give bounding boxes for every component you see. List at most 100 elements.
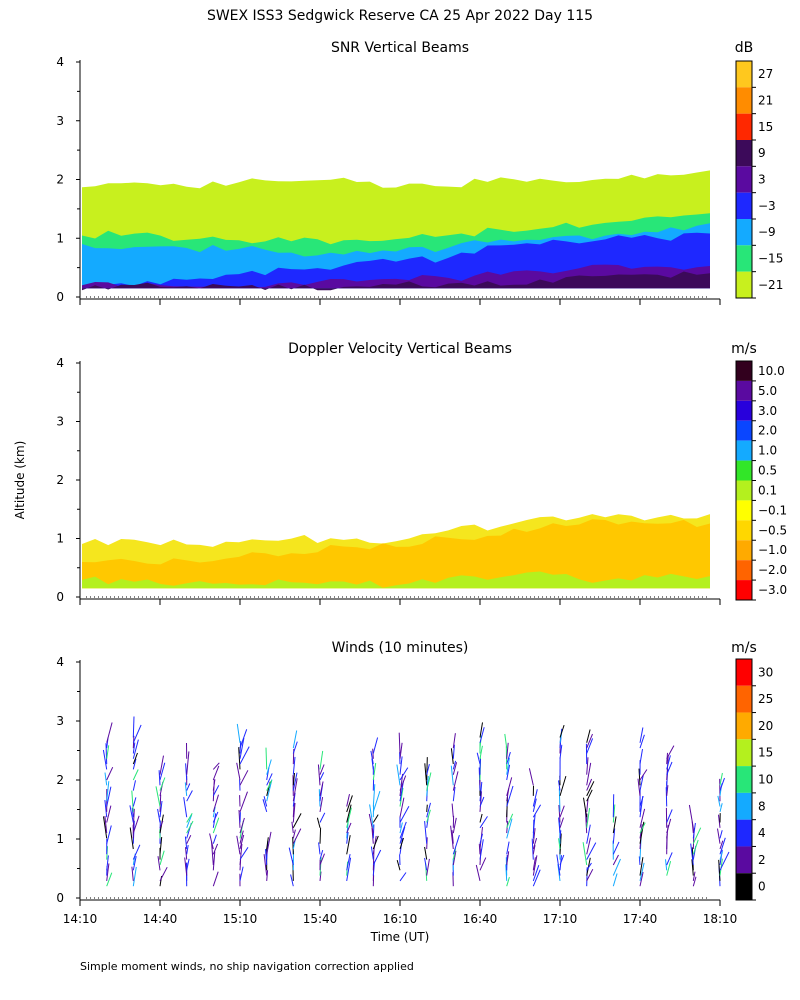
wind-barb: [398, 732, 401, 754]
wind-barb: [106, 863, 110, 881]
wind-barb: [106, 805, 112, 823]
wind-barb: [292, 741, 298, 754]
wind-barb: [159, 777, 166, 791]
wind-barb: [238, 747, 241, 770]
wind-barb: [239, 847, 249, 860]
wind-barb: [185, 847, 188, 860]
wind-barb: [184, 836, 188, 850]
y-tick-label: 1: [56, 532, 64, 546]
colorbar-swatch: [736, 61, 752, 88]
colorbar-swatch: [736, 361, 752, 381]
wind-barb: [104, 815, 108, 834]
wind-barb: [452, 834, 460, 855]
wind-barb: [479, 722, 483, 738]
wind-barb: [532, 857, 536, 871]
colorbar-swatch: [736, 380, 752, 401]
colorbar-swatch: [736, 140, 752, 167]
footnote: Simple moment winds, no ship navigation …: [80, 960, 414, 973]
time-tick-labels: 14:10 14:40 15:10 15:40 16:10 16:40 17:10 17:40…: [63, 912, 738, 926]
wind-barb: [532, 855, 538, 876]
wind-barb: [212, 762, 220, 770]
colorbar-swatch: [736, 846, 752, 874]
wind-barb: [292, 730, 298, 749]
colorbar-swatch: [736, 766, 752, 793]
wind-barb: [369, 804, 374, 828]
wind-barb: [666, 860, 672, 876]
wind-barb: [586, 808, 591, 828]
wind-barb: [399, 742, 403, 759]
wind-barb: [688, 804, 694, 828]
wind-barb: [666, 785, 669, 796]
wind-barb: [479, 745, 483, 759]
wind-barb: [717, 795, 721, 807]
doppler-panel: Doppler Velocity Vertical Beams m/s 0 1 2 3…: [56, 341, 787, 605]
colorbar-swatch: [736, 480, 752, 501]
wind-barb: [372, 762, 377, 781]
snr-colorbar: 27 21 15 9 3 −3 −9 −15 −21: [735, 60, 783, 299]
wind-barb: [292, 756, 296, 775]
wind-barb: [372, 737, 379, 754]
wind-barb: [211, 841, 214, 866]
wind-barb: [399, 837, 404, 850]
wind-barb: [292, 829, 296, 839]
time-tick-label: 14:10: [63, 912, 98, 926]
colorbar-label: 25: [758, 692, 773, 706]
wind-barb: [132, 739, 139, 759]
time-tick-label: 18:10: [703, 912, 738, 926]
wind-barb: [452, 850, 457, 866]
x-axis-label: Time (UT): [370, 930, 430, 944]
wind-barb: [532, 828, 536, 844]
wind-barb: [586, 837, 591, 855]
wind-barb: [291, 821, 294, 834]
colorbar-swatch: [736, 500, 752, 521]
wind-barb: [639, 727, 644, 743]
time-tick-label: 17:40: [623, 912, 658, 926]
wind-barb: [612, 873, 618, 887]
wind-barb: [478, 843, 481, 855]
wind-barb: [239, 746, 250, 765]
wind-barb: [159, 800, 163, 818]
wind-barb: [265, 747, 268, 770]
colorbar-swatch: [736, 659, 752, 686]
colorbar-label: 10: [758, 773, 773, 787]
colorbar-label: 15: [758, 746, 773, 760]
wind-barb: [239, 843, 243, 866]
wind-barb: [319, 797, 324, 812]
wind-barb: [479, 727, 485, 743]
wind-barb: [319, 857, 322, 876]
wind-barb: [368, 813, 374, 834]
wind-barb: [184, 782, 188, 796]
wind-barb: [399, 826, 406, 844]
wind-barb: [531, 838, 534, 860]
y-tick-label: 2: [56, 473, 64, 487]
wind-barb: [292, 772, 295, 786]
wind-barb: [399, 767, 409, 781]
wind-barb: [450, 748, 454, 765]
wind-barb: [102, 749, 108, 770]
wind-barb: [612, 816, 617, 834]
wind-barb: [426, 802, 431, 818]
wind-barb: [157, 856, 161, 871]
time-tick-label: 14:40: [143, 912, 178, 926]
wind-barb: [399, 787, 404, 807]
wind-barb: [426, 772, 432, 791]
wind-barb: [132, 758, 137, 770]
wind-barb: [372, 824, 375, 839]
colorbar-label: −1.0: [758, 543, 787, 557]
wind-barb: [718, 859, 721, 881]
wind-barb: [370, 846, 374, 860]
wind-barb: [479, 796, 485, 807]
wind-barb: [582, 842, 588, 866]
wind-barb: [479, 833, 483, 844]
colorbar-swatch: [736, 87, 752, 114]
wind-barb: [239, 834, 245, 850]
wind-barb: [212, 871, 219, 887]
figure-title: SWEX ISS3 Sedgwick Reserve CA 25 Apr 202…: [207, 8, 593, 24]
wind-barb: [262, 799, 268, 813]
wind-barb: [719, 851, 723, 860]
wind-barb: [426, 757, 428, 781]
time-tick-label: 16:40: [463, 912, 498, 926]
colorbar-swatch: [736, 245, 752, 272]
wind-barb: [319, 849, 324, 860]
wind-barb: [263, 854, 268, 876]
